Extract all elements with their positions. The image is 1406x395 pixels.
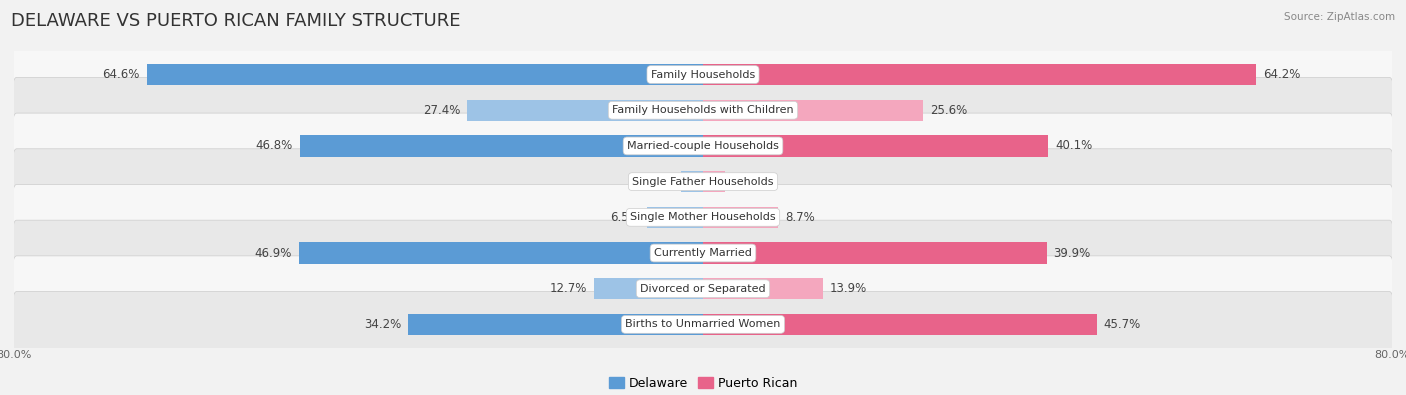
Bar bbox=[299, 242, 703, 264]
Text: 45.7%: 45.7% bbox=[1104, 318, 1140, 331]
Legend: Delaware, Puerto Rican: Delaware, Puerto Rican bbox=[603, 372, 803, 395]
Text: 40.1%: 40.1% bbox=[1056, 139, 1092, 152]
Text: Family Households: Family Households bbox=[651, 70, 755, 79]
Bar bbox=[299, 135, 703, 157]
Text: 13.9%: 13.9% bbox=[830, 282, 868, 295]
Text: Family Households with Children: Family Households with Children bbox=[612, 105, 794, 115]
Text: Single Mother Households: Single Mother Households bbox=[630, 213, 776, 222]
Bar bbox=[409, 314, 703, 335]
Bar bbox=[593, 278, 703, 299]
Text: Single Father Households: Single Father Households bbox=[633, 177, 773, 186]
Bar bbox=[682, 171, 703, 192]
Text: 64.2%: 64.2% bbox=[1263, 68, 1301, 81]
Text: 8.7%: 8.7% bbox=[785, 211, 814, 224]
Text: 25.6%: 25.6% bbox=[931, 104, 967, 117]
Bar bbox=[647, 207, 703, 228]
Text: 2.5%: 2.5% bbox=[645, 175, 675, 188]
FancyBboxPatch shape bbox=[13, 77, 1393, 143]
Bar bbox=[703, 64, 1256, 85]
Text: 6.5%: 6.5% bbox=[610, 211, 640, 224]
FancyBboxPatch shape bbox=[13, 256, 1393, 322]
Text: Divorced or Separated: Divorced or Separated bbox=[640, 284, 766, 294]
Text: DELAWARE VS PUERTO RICAN FAMILY STRUCTURE: DELAWARE VS PUERTO RICAN FAMILY STRUCTUR… bbox=[11, 12, 461, 30]
FancyBboxPatch shape bbox=[13, 220, 1393, 286]
FancyBboxPatch shape bbox=[13, 184, 1393, 250]
Text: 39.9%: 39.9% bbox=[1053, 246, 1091, 260]
Bar bbox=[703, 171, 725, 192]
Text: 2.6%: 2.6% bbox=[733, 175, 762, 188]
Bar bbox=[703, 135, 1049, 157]
FancyBboxPatch shape bbox=[13, 292, 1393, 357]
Bar bbox=[703, 100, 924, 121]
Bar bbox=[703, 207, 778, 228]
FancyBboxPatch shape bbox=[13, 149, 1393, 214]
Text: 34.2%: 34.2% bbox=[364, 318, 402, 331]
Bar bbox=[703, 278, 823, 299]
Bar bbox=[703, 242, 1046, 264]
FancyBboxPatch shape bbox=[13, 42, 1393, 107]
Text: Married-couple Households: Married-couple Households bbox=[627, 141, 779, 151]
Text: 12.7%: 12.7% bbox=[550, 282, 586, 295]
Text: Births to Unmarried Women: Births to Unmarried Women bbox=[626, 320, 780, 329]
Text: Source: ZipAtlas.com: Source: ZipAtlas.com bbox=[1284, 12, 1395, 22]
Text: Currently Married: Currently Married bbox=[654, 248, 752, 258]
Bar bbox=[467, 100, 703, 121]
Bar bbox=[703, 314, 1097, 335]
FancyBboxPatch shape bbox=[13, 113, 1393, 179]
Text: 27.4%: 27.4% bbox=[423, 104, 460, 117]
Text: 46.8%: 46.8% bbox=[256, 139, 292, 152]
Bar bbox=[146, 64, 703, 85]
Text: 46.9%: 46.9% bbox=[254, 246, 292, 260]
Text: 64.6%: 64.6% bbox=[103, 68, 139, 81]
